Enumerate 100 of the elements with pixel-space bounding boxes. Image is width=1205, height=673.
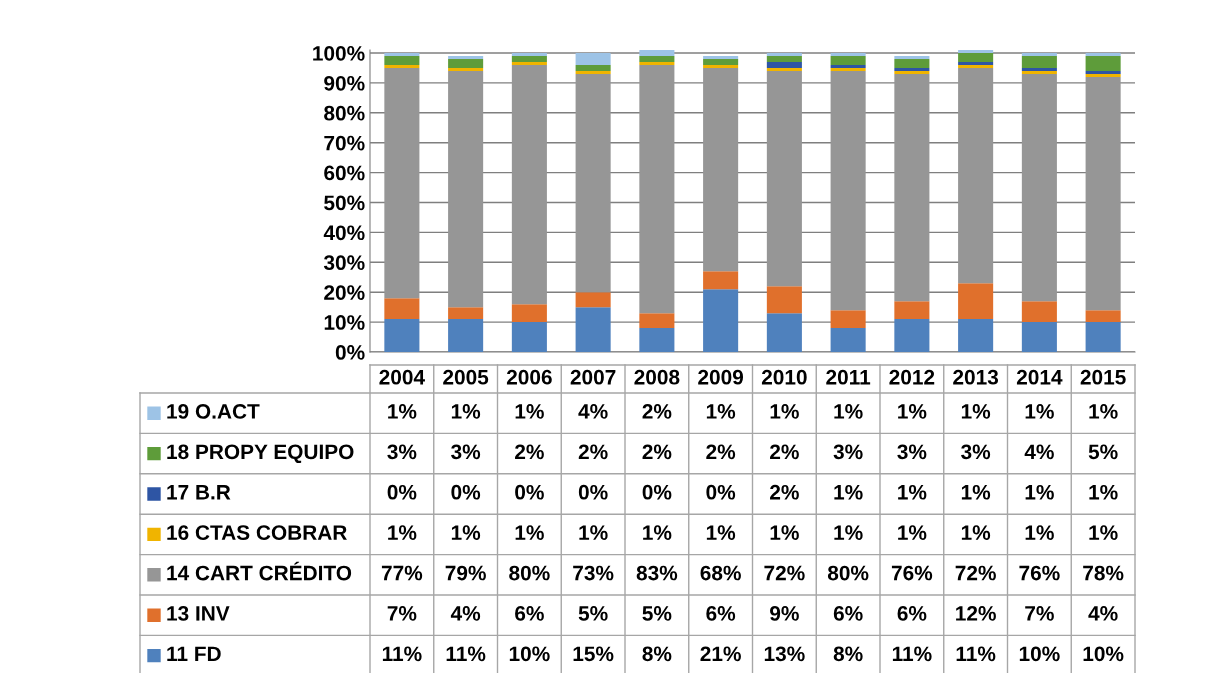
bar [639, 55, 675, 62]
data-label: 80% [509, 565, 550, 581]
data-label: 1% [1025, 484, 1054, 500]
bar [575, 64, 611, 71]
bar [511, 304, 547, 323]
data-label: 1% [1025, 525, 1054, 540]
bar [1085, 76, 1121, 311]
x-tick-label: 2015 [1080, 369, 1126, 385]
data-label: 1% [579, 525, 608, 540]
data-label: 83% [636, 565, 678, 581]
data-label: 10% [509, 646, 550, 662]
y-tick-label: 20% [324, 285, 365, 300]
bar [511, 55, 547, 62]
x-tick-label: 2008 [634, 369, 680, 385]
data-label: 11% [892, 646, 932, 662]
bar [766, 52, 802, 56]
data-label: 10% [1083, 646, 1124, 662]
data-label: 6% [897, 606, 927, 621]
data-label: 6% [833, 606, 863, 621]
data-label: 2% [515, 444, 544, 460]
bar [894, 319, 930, 352]
data-label: 2% [642, 444, 672, 460]
bar [511, 61, 547, 65]
data-label: 1% [770, 404, 799, 419]
bar [958, 50, 994, 53]
bar [766, 313, 802, 352]
data-label: 2% [642, 404, 672, 419]
legend-label: 11 FD [167, 646, 221, 661]
data-label: 8% [833, 646, 863, 662]
bar [830, 328, 866, 352]
bar [384, 52, 420, 56]
bar [575, 307, 611, 352]
bar [766, 70, 802, 287]
data-label: 7% [1025, 606, 1054, 621]
data-label: 1% [834, 525, 863, 540]
data-label: 1% [515, 525, 544, 540]
bar [511, 64, 547, 305]
data-label: 5% [642, 606, 672, 621]
data-label: 79% [445, 565, 486, 581]
bar [639, 50, 675, 56]
bar [639, 64, 675, 314]
bar [511, 322, 547, 352]
y-tick-label: 50% [324, 195, 365, 211]
bar [384, 319, 420, 352]
data-label: 1% [834, 484, 863, 500]
data-label: 9% [770, 606, 799, 621]
x-tick-label: 2007 [570, 369, 616, 385]
bar [830, 52, 866, 56]
bar [384, 67, 420, 299]
data-label: 2% [770, 484, 799, 500]
bar [703, 64, 739, 68]
bar [766, 286, 802, 314]
data-label: 21% [700, 646, 741, 662]
data-label: 1% [706, 525, 736, 540]
data-label: 2% [770, 444, 799, 460]
legend-label: 19 O.ACT [167, 404, 260, 419]
bar [766, 55, 802, 62]
bar [384, 55, 420, 65]
y-tick-label: 60% [324, 165, 365, 181]
x-tick-label: 2012 [889, 369, 935, 385]
y-tick-label: 100% [313, 45, 365, 61]
x-tick-label: 2013 [953, 369, 999, 385]
bar [1021, 55, 1057, 68]
data-label: 1% [898, 404, 927, 419]
data-label: 5% [1088, 444, 1118, 460]
data-label: 0% [706, 484, 736, 500]
x-tick-label: 2009 [698, 369, 744, 385]
bar [703, 67, 739, 272]
data-label: 80% [827, 565, 869, 581]
data-label: 72% [764, 565, 805, 581]
data-label: 78% [1083, 565, 1124, 581]
bar [894, 301, 930, 320]
data-label: 72% [955, 565, 996, 581]
data-label: 15% [573, 646, 614, 662]
bar [448, 67, 484, 71]
x-tick-label: 2010 [761, 369, 807, 385]
bar [894, 73, 930, 302]
bar [575, 292, 611, 308]
bar [448, 70, 484, 308]
data-label: 6% [706, 606, 736, 621]
bar [703, 289, 739, 352]
bar [703, 55, 739, 59]
bar [1021, 52, 1057, 56]
bar [639, 313, 675, 329]
bar [575, 52, 611, 65]
data-label: 76% [891, 565, 933, 581]
bar [448, 319, 484, 352]
data-label: 0% [515, 484, 544, 500]
y-tick-label: 80% [324, 105, 365, 121]
bar [1085, 55, 1121, 71]
bar [639, 61, 675, 65]
data-label: 1% [388, 525, 417, 540]
data-label: 4% [578, 404, 608, 419]
data-label: 0% [578, 484, 608, 500]
bar [958, 319, 994, 352]
x-tick-label: 2014 [1016, 369, 1063, 385]
data-label: 0% [642, 484, 672, 500]
data-label: 13% [764, 646, 805, 662]
bar [830, 55, 866, 65]
bar [1021, 322, 1057, 352]
